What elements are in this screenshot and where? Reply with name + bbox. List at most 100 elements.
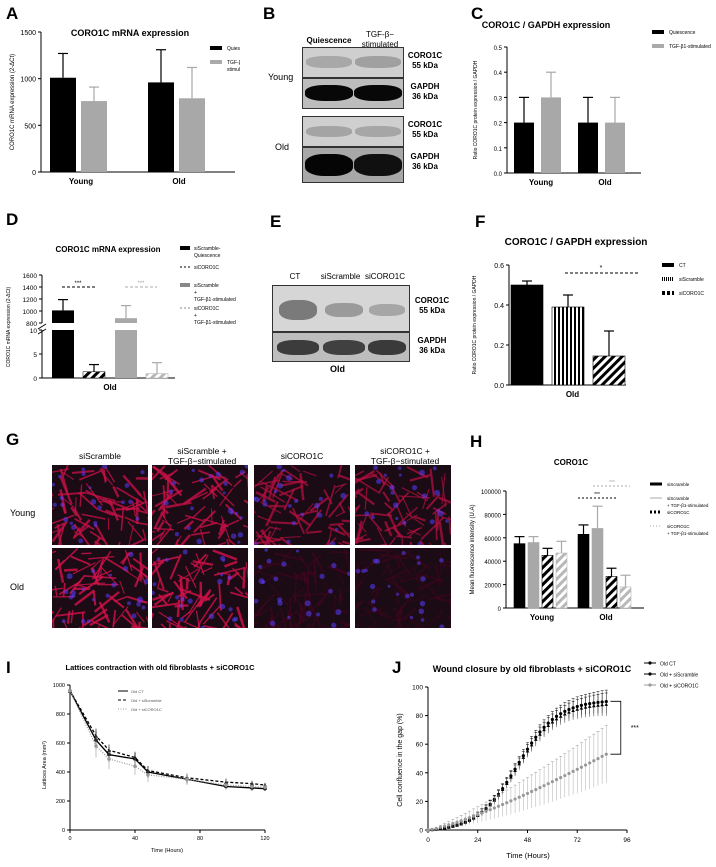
nucleus <box>93 521 98 525</box>
nucleus <box>128 499 133 505</box>
chart-f: CORO1C / GAPDH expression 0.0 0.2 0.4 0.6 Rat… <box>472 237 704 399</box>
cell-fiber <box>428 616 436 627</box>
data-point <box>546 782 550 786</box>
nucleus <box>439 624 445 628</box>
cell-fiber <box>329 522 344 526</box>
cell-fiber <box>292 571 304 580</box>
cell-fiber <box>129 564 148 579</box>
nucleus <box>266 558 272 564</box>
cell-fiber <box>136 492 148 504</box>
nucleus <box>91 598 95 602</box>
cell-fiber <box>323 489 333 505</box>
cell-fiber <box>243 499 248 504</box>
cell-fiber <box>355 470 365 477</box>
micrograph-cells <box>355 548 451 628</box>
data-point <box>538 732 542 736</box>
cell-fiber <box>256 593 276 613</box>
cell-fiber <box>254 609 270 618</box>
cell-fiber <box>339 620 350 627</box>
data-point <box>517 795 521 799</box>
legend-label: siCORO1C <box>194 265 219 271</box>
coro-name: CORO1C <box>407 51 443 60</box>
y-tick-label: 60 <box>416 742 424 749</box>
nucleus <box>291 521 297 526</box>
row-label-old: Old <box>10 582 25 592</box>
data-point <box>455 820 459 824</box>
cell-fiber <box>93 536 101 545</box>
cell-fiber <box>397 506 419 525</box>
lane-label-siscramble: siScramble <box>320 272 361 281</box>
significance-mark: *** <box>74 281 82 287</box>
y-tick-label: 600 <box>56 741 65 747</box>
cell-fiber <box>52 493 54 499</box>
nucleus <box>288 503 292 508</box>
cell-fiber <box>313 560 317 592</box>
cell-fiber <box>152 548 158 554</box>
nucleus <box>390 490 395 495</box>
cell-fiber <box>261 528 272 545</box>
cell-fiber <box>355 560 368 565</box>
y-tick-label: 10 <box>30 328 38 335</box>
cell-fiber <box>224 560 238 568</box>
significance-mark: *** <box>594 492 600 498</box>
cell-fiber <box>210 508 213 525</box>
data-point <box>146 773 150 777</box>
data-point <box>430 827 434 831</box>
cell-fiber <box>233 479 242 488</box>
nucleus <box>109 573 113 577</box>
nucleus <box>277 482 283 489</box>
y-tick-label: 40 <box>416 770 424 777</box>
cell-fiber <box>301 590 308 623</box>
nucleus <box>331 562 337 569</box>
data-point <box>521 755 526 759</box>
nucleus <box>215 471 221 477</box>
data-point <box>550 780 554 784</box>
cell-fiber <box>191 531 211 536</box>
cell-fiber <box>355 622 362 627</box>
data-point <box>559 776 563 780</box>
cell-fiber <box>281 549 293 562</box>
cell-fiber <box>283 488 296 511</box>
cell-fiber <box>370 586 380 595</box>
nucleus <box>191 468 195 473</box>
cell-fiber <box>92 551 112 579</box>
nucleus <box>420 576 426 582</box>
nucleus <box>281 468 286 472</box>
data-point <box>525 791 530 796</box>
cell-fiber <box>177 568 200 582</box>
data-point <box>592 703 596 708</box>
cell-fiber <box>357 522 367 533</box>
data-point <box>542 727 546 732</box>
data-point <box>224 783 228 787</box>
data-point <box>563 712 567 716</box>
cell-fiber <box>307 598 322 628</box>
bar-tgf-1-stimulated <box>179 98 205 172</box>
nucleus <box>58 474 62 479</box>
cell-fiber <box>70 555 91 566</box>
nucleus <box>334 527 339 532</box>
data-point <box>521 793 525 797</box>
nucleus <box>434 489 441 496</box>
data-point <box>505 801 509 805</box>
bar-quiescence <box>578 122 598 173</box>
x-tick-label: 40 <box>132 836 138 842</box>
data-point <box>451 821 455 826</box>
cell-fiber <box>450 587 451 591</box>
micrograph-old-siscramble-tgf <box>152 548 248 628</box>
x-tick-label: 80 <box>197 836 203 842</box>
cell-fiber <box>299 473 305 501</box>
cell-fiber <box>81 513 106 520</box>
cell-fiber <box>274 552 304 562</box>
nucleus <box>78 538 84 544</box>
cell-fiber <box>355 599 365 611</box>
nucleus <box>254 598 259 604</box>
cell-fiber <box>184 599 202 622</box>
nucleus <box>105 593 110 598</box>
data-point <box>480 811 484 815</box>
cell-fiber <box>229 591 248 599</box>
cell-fiber <box>268 469 283 493</box>
nucleus <box>417 542 422 545</box>
y-tick-label: 0.6 <box>494 263 504 270</box>
x-category-label: Old <box>598 178 611 187</box>
cell-fiber <box>92 591 97 606</box>
